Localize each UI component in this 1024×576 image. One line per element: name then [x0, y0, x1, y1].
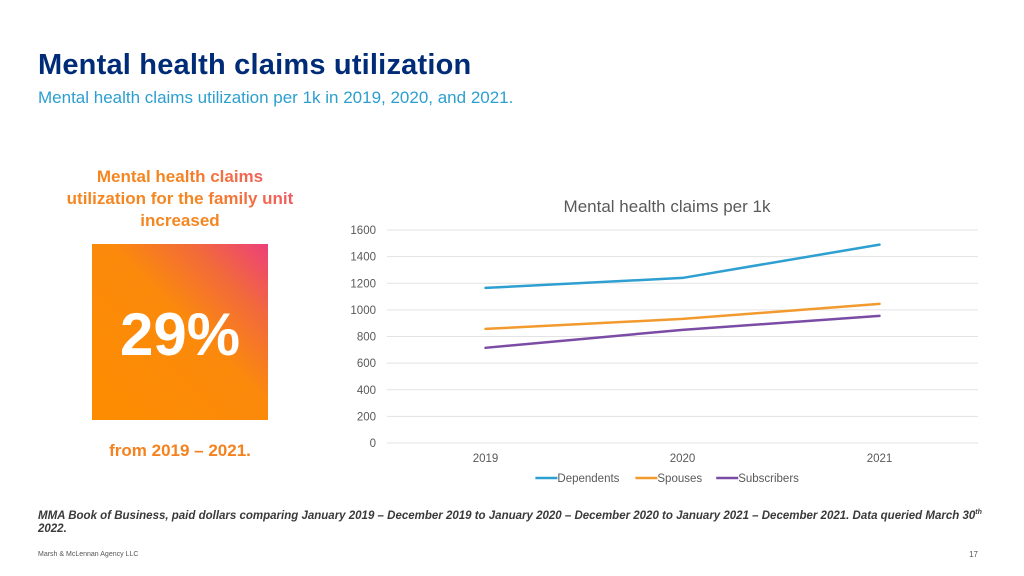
legend-label: Dependents — [557, 473, 619, 485]
legend-item-spouses: Spouses — [635, 473, 702, 485]
line-chart: Mental health claims per 1k 0 200 400 600 80… — [350, 197, 978, 485]
y-tick-label: 1600 — [350, 225, 376, 237]
footnote-text-end: 2022. — [38, 522, 67, 535]
x-tick-label: 2021 — [867, 453, 893, 465]
callout-footer: from 2019 – 2021. — [109, 441, 251, 460]
series-line-dependents — [484, 243, 881, 290]
y-axis: 0 200 400 600 800 1000 1200 1400 1600 — [350, 225, 376, 450]
legend-label: Spouses — [657, 473, 702, 485]
footnote: MMA Book of Business, paid dollars compa… — [38, 506, 988, 536]
legend-item-dependents: Dependents — [535, 473, 620, 485]
series-line-spouses — [484, 302, 881, 331]
x-tick-label: 2019 — [473, 453, 499, 465]
chart-series — [484, 243, 881, 350]
footnote-superscript: th — [975, 509, 982, 516]
page-title: Mental health claims utilization — [38, 49, 472, 81]
company-name: Marsh & McLennan Agency LLC — [38, 551, 139, 558]
y-tick-label: 1000 — [350, 305, 376, 317]
y-tick-label: 0 — [370, 438, 376, 450]
legend-label: Subscribers — [738, 473, 799, 485]
callout-headline: Mental health claims utilization for the… — [62, 166, 298, 232]
page-number: 17 — [969, 550, 978, 559]
chart-title: Mental health claims per 1k — [564, 197, 771, 216]
page-subtitle: Mental health claims utilization per 1k … — [38, 88, 514, 107]
y-tick-label: 200 — [357, 411, 376, 423]
y-tick-label: 400 — [357, 385, 376, 397]
y-tick-label: 800 — [357, 332, 376, 344]
y-tick-label: 600 — [357, 358, 376, 370]
legend-item-subscribers: Subscribers — [716, 473, 799, 485]
chart-grid — [387, 229, 978, 444]
x-axis: 2019 2020 2021 — [473, 453, 893, 465]
x-tick-label: 2020 — [670, 453, 696, 465]
y-tick-label: 1200 — [350, 278, 376, 290]
chart-legend: Dependents Spouses Subscribers — [535, 473, 799, 485]
stat-value: 29% — [119, 301, 241, 368]
footnote-text: MMA Book of Business, paid dollars compa… — [38, 509, 976, 522]
series-line-subscribers — [484, 314, 881, 350]
y-tick-label: 1400 — [350, 252, 376, 264]
stat-box: 29% — [92, 244, 268, 420]
